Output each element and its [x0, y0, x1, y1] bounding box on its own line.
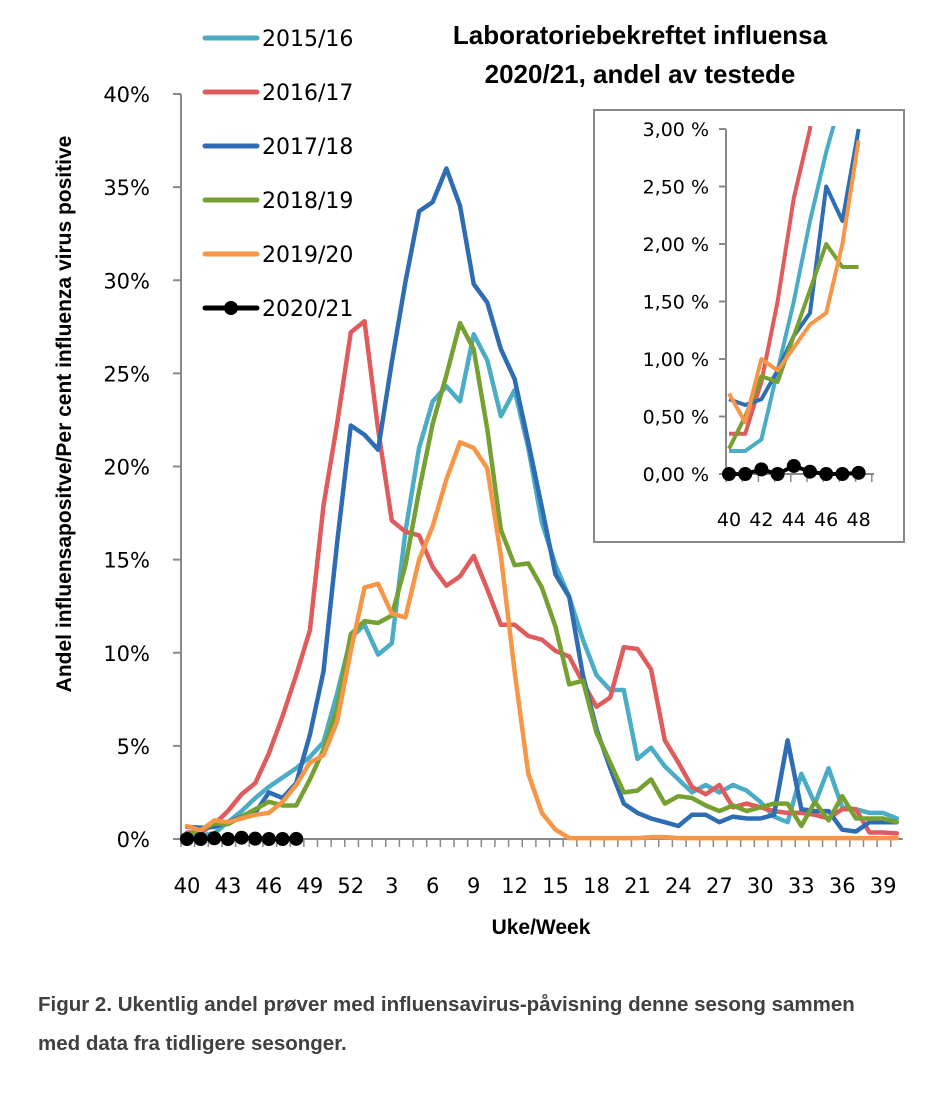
series-line-2017-18 [184, 166, 900, 834]
legend-label: 2017/18 [262, 135, 353, 160]
x-tick-label: 36 [829, 874, 856, 898]
x-tick-label: 12 [501, 874, 528, 898]
inset-data-point-2020-21 [738, 467, 753, 481]
x-tick-label: 43 [215, 874, 242, 898]
figure-caption: Figur 2. Ukentlig andel prøver med influ… [38, 993, 855, 1055]
y-tick-label: 0% [117, 828, 150, 852]
legend-item: 2015/16 [202, 27, 353, 52]
x-tick-label: 15 [542, 874, 569, 898]
legend-label: 2018/19 [262, 189, 353, 214]
x-tick-label: 21 [624, 874, 651, 898]
x-tick-label: 39 [870, 874, 897, 898]
inset-data-point-2020-21 [722, 467, 736, 481]
inset-data-point-2020-21 [835, 467, 850, 481]
x-tick-label: 9 [467, 874, 480, 898]
x-tick-label: 18 [583, 874, 610, 898]
x-tick-label: 30 [747, 874, 774, 898]
legend: 2015/16 2016/17 2017/18 2018/19 2019/20 2020/… [202, 27, 353, 322]
x-tick-label: 27 [706, 874, 733, 898]
data-point-2020-21 [180, 832, 194, 846]
y-tick-label: 10% [103, 642, 150, 666]
y-tick-label: 40% [103, 83, 150, 107]
inset-x-tick-label: 40 [717, 509, 741, 531]
inset-y-tick-label: 3,00 % [643, 119, 709, 141]
y-tick-label: 30% [103, 269, 150, 293]
legend-label: 2015/16 [262, 27, 353, 52]
x-tick-label: 6 [426, 874, 439, 898]
data-point-2020-21 [248, 831, 263, 846]
legend-item: 2020/21 [202, 297, 353, 322]
inset-x-tick-labels: 40 42 44 46 48 [717, 509, 871, 531]
inset-y-tick-label: 2,50 % [643, 177, 709, 199]
inset-data-point-2020-21 [851, 465, 866, 480]
inset-series-line-2019-20 [727, 140, 861, 425]
x-tick-label: 40 [174, 874, 201, 898]
y-axis-title: Andel influensapositve/Per cent influenz… [53, 136, 76, 693]
legend-label: 2020/21 [262, 297, 353, 322]
inset-y-tick-label: 1,50 % [643, 292, 709, 314]
x-tick-label: 49 [296, 874, 323, 898]
y-tick-labels: 0% 5% 10% 15% 20% 25% 30% 35% 40% [103, 83, 150, 852]
series-line-2015-16 [184, 332, 900, 838]
main-series [180, 166, 900, 846]
inset-y-tick-label: 0,50 % [643, 407, 709, 429]
inset-series [722, 126, 866, 481]
x-tick-label: 46 [256, 874, 283, 898]
inset-series-line-2016-17 [729, 126, 813, 436]
x-tick-label: 33 [788, 874, 815, 898]
legend-label: 2016/17 [262, 81, 353, 106]
x-axis-title: Uke/Week [492, 916, 591, 939]
data-point-2020-21 [207, 831, 222, 846]
x-tick-labels: 40 43 46 49 52 3 6 9 12 15 18 21 24 27 30 33 36 39 [174, 874, 897, 898]
series-line-2016-17 [184, 318, 900, 836]
y-tick-label: 20% [103, 456, 150, 480]
x-tick-label: 52 [337, 874, 364, 898]
series-line-2018-19 [184, 320, 900, 838]
y-tick-label: 5% [117, 735, 150, 759]
inset-y-tick-labels: 0,00 % 0,50 % 1,00 % 1,50 % 2,00 % 2,50 % 3,00… [643, 119, 709, 486]
legend-item: 2016/17 [202, 81, 353, 106]
x-tick-label: 3 [385, 874, 398, 898]
series-line-2019-20 [184, 440, 900, 841]
data-point-2020-21 [275, 832, 290, 846]
influenza-chart: Laboratoriebekreftet influensa 2020/21, … [53, 20, 905, 939]
inset-series-line-2015-16 [729, 126, 836, 453]
data-point-2020-21 [193, 832, 208, 846]
data-point-2020-21 [261, 832, 276, 846]
y-tick-label: 25% [103, 362, 150, 386]
inset-data-point-2020-21 [819, 467, 834, 481]
inset-x-tick-label: 48 [847, 509, 871, 531]
inset-y-tick-label: 2,00 % [643, 234, 709, 256]
y-tick-label: 15% [103, 549, 150, 573]
legend-marker [224, 301, 238, 315]
chart-title-line-2: 2020/21, andel av testede [485, 59, 796, 89]
data-point-2020-21 [289, 831, 304, 846]
inset-data-point-2020-21 [786, 458, 801, 473]
legend-item: 2018/19 [202, 189, 353, 214]
inset-x-tick-label: 42 [749, 509, 773, 531]
inset-x-tick-label: 46 [814, 509, 838, 531]
x-tick-label: 24 [665, 874, 692, 898]
y-tick-label: 35% [103, 176, 150, 200]
legend-item: 2017/18 [202, 135, 353, 160]
data-point-2020-21 [220, 832, 235, 846]
inset-data-point-2020-21 [770, 467, 785, 481]
inset-x-tick-label: 44 [782, 509, 806, 531]
legend-item: 2019/20 [202, 243, 353, 268]
data-point-2020-21 [234, 830, 249, 845]
inset-data-point-2020-21 [754, 462, 769, 477]
legend-label: 2019/20 [262, 243, 353, 268]
inset-data-point-2020-21 [803, 464, 817, 479]
inset-y-tick-label: 0,00 % [643, 464, 709, 486]
inset-y-tick-label: 1,00 % [643, 349, 709, 371]
chart-title-line-1: Laboratoriebekreftet influensa [453, 20, 828, 50]
